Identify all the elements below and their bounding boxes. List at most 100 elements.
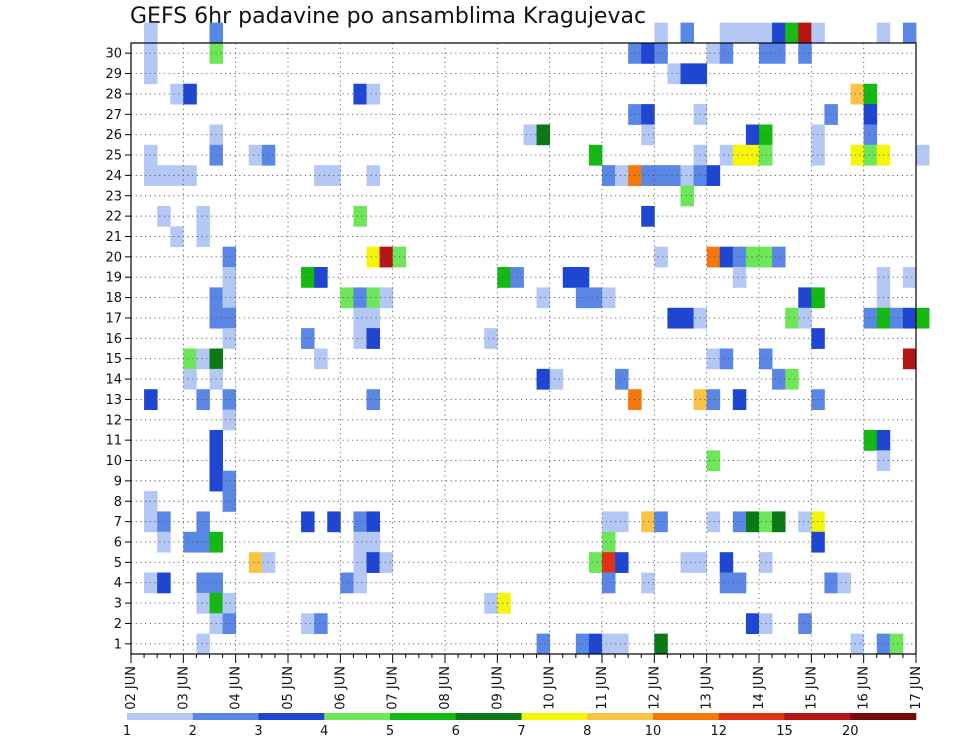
heatmap-cell	[196, 511, 210, 533]
heatmap-cell	[772, 22, 786, 44]
x-tick-label: 07 JUN	[386, 666, 401, 710]
heatmap-cell	[340, 287, 354, 309]
heatmap-cell	[654, 165, 668, 186]
legend-label: 4	[320, 724, 328, 739]
heatmap-cell	[863, 104, 878, 125]
heatmap-cell	[196, 205, 210, 227]
heatmap-cell	[196, 592, 210, 614]
heatmap-cell	[837, 572, 851, 594]
heatmap-cell	[732, 22, 747, 44]
heatmap-cell	[301, 328, 315, 349]
heatmap-cell	[222, 287, 237, 309]
heatmap-cell	[536, 287, 551, 309]
legend-swatch	[455, 713, 522, 720]
y-tick-label: 8	[114, 495, 122, 510]
heatmap-cell	[196, 226, 210, 248]
heatmap-cell	[719, 552, 734, 573]
x-tick-label: 11 JUN	[595, 666, 610, 710]
heatmap-cell	[366, 307, 380, 329]
heatmap-cell	[366, 389, 380, 410]
legend-swatch	[587, 713, 654, 720]
heatmap-cell	[680, 63, 694, 85]
y-tick-label: 10	[105, 454, 122, 469]
heatmap-cell	[484, 328, 498, 349]
heatmap-cell	[602, 511, 616, 533]
heatmap-cell	[314, 267, 328, 288]
heatmap-cell	[654, 246, 668, 268]
heatmap-cell	[654, 633, 668, 655]
heatmap-cell	[222, 409, 237, 431]
heatmap-cell	[654, 22, 668, 44]
heatmap-cell	[889, 307, 904, 329]
heatmap-cell	[602, 165, 616, 186]
heatmap-cell	[301, 511, 315, 533]
heatmap-cell	[248, 552, 263, 573]
heatmap-cell	[745, 144, 760, 166]
y-tick-label: 20	[105, 250, 122, 265]
y-tick-label: 3	[114, 597, 122, 612]
heatmap-cell	[301, 267, 315, 288]
heatmap-cell	[719, 246, 734, 268]
y-tick-label: 28	[105, 87, 122, 102]
heatmap-cell	[615, 633, 629, 655]
legend-label: 1	[123, 724, 131, 739]
heatmap-cell	[222, 267, 237, 288]
legend-label: 3	[254, 724, 262, 739]
heatmap-cell	[353, 511, 367, 533]
heatmap-cell	[772, 368, 786, 390]
heatmap-cell	[222, 389, 237, 410]
heatmap-cell	[798, 511, 812, 533]
y-tick-label: 12	[105, 413, 122, 428]
legend-label: 5	[386, 724, 394, 739]
legend-swatch	[192, 713, 259, 720]
heatmap-cell	[366, 328, 380, 349]
heatmap-cell	[222, 328, 237, 349]
heatmap-cell	[536, 633, 551, 655]
y-tick-label: 4	[114, 576, 122, 591]
heatmap-cell	[706, 450, 721, 472]
heatmap-cell	[353, 287, 367, 309]
heatmap-cell	[824, 104, 838, 125]
x-tick-label: 17 JUN	[909, 666, 924, 710]
heatmap-cell	[222, 470, 237, 492]
heatmap-cell	[353, 83, 367, 105]
heatmap-cell	[876, 22, 891, 44]
heatmap-cell	[222, 307, 237, 329]
y-tick-label: 16	[105, 332, 122, 347]
heatmap-cell	[706, 165, 721, 186]
heatmap-cell	[301, 613, 315, 635]
heatmap-cell	[719, 43, 734, 64]
heatmap-cell	[667, 307, 681, 329]
heatmap-cell	[902, 267, 917, 288]
legend-swatch	[718, 713, 785, 720]
y-tick-label: 23	[105, 189, 122, 204]
heatmap-cell	[366, 531, 380, 553]
heatmap-cell	[745, 613, 760, 635]
heatmap-cell	[798, 287, 812, 309]
heatmap-cell	[588, 633, 603, 655]
heatmap-cell	[536, 124, 551, 146]
heatmap-cell	[366, 511, 380, 533]
heatmap-cell	[615, 368, 629, 390]
heatmap-cell	[222, 246, 237, 268]
heatmap-cell	[641, 124, 655, 146]
heatmap-cell	[745, 124, 760, 146]
heatmap-cell	[798, 307, 812, 329]
heatmap-cell	[602, 633, 616, 655]
heatmap-cell	[732, 511, 747, 533]
heatmap-cell	[863, 144, 878, 166]
heatmap-cell	[706, 348, 721, 370]
y-tick-label: 25	[105, 149, 122, 164]
heatmap-cell	[196, 389, 210, 410]
heatmap-cell	[732, 246, 747, 268]
heatmap-cell	[850, 83, 865, 105]
heatmap-cell	[549, 368, 564, 390]
x-tick-label: 05 JUN	[281, 666, 296, 710]
heatmap-cell	[170, 226, 184, 248]
heatmap-cell	[523, 124, 537, 146]
heatmap-cell	[719, 22, 734, 44]
legend-swatch	[127, 713, 194, 720]
heatmap-cell	[641, 205, 655, 227]
heatmap-cell	[706, 389, 721, 410]
heatmap-cell	[798, 43, 812, 64]
